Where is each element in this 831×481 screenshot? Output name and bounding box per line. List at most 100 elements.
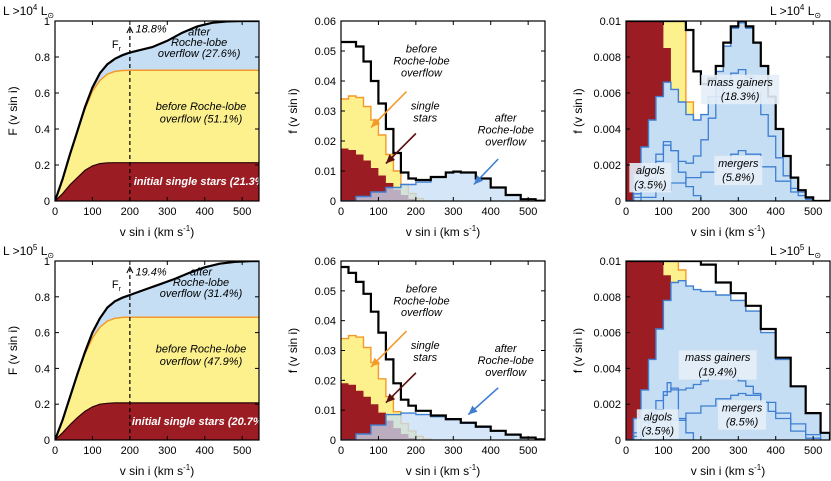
plot-area (341, 40, 545, 201)
y-tick-label: 0.002 (593, 399, 621, 411)
line-algols (626, 140, 702, 201)
x-tick-label: 0 (338, 445, 344, 457)
x-axis-label-tail: ) (190, 225, 194, 239)
annotation-label: mass gainers (707, 77, 773, 89)
area-single-stars (341, 383, 416, 440)
annotation-label: overflow (401, 68, 443, 80)
x-tick-label: 500 (519, 206, 537, 218)
line-initial-single-stars (55, 162, 259, 201)
x-tick-label: 500 (233, 445, 251, 457)
y-tick-label: 0.06 (315, 16, 336, 28)
x-tick-label: 100 (83, 445, 101, 457)
x-tick-label: 400 (482, 445, 500, 457)
annotation-label: Roche-lobe (393, 295, 449, 307)
y-tick-label: 0.01 (600, 16, 621, 28)
x-tick-label: 300 (444, 445, 462, 457)
luminosity-exp: 5 (800, 243, 805, 252)
line-total (341, 40, 545, 201)
plot-area (55, 21, 259, 201)
annotation-label: Roche-lobe (173, 277, 229, 289)
y-axis-label: F (v sin i) (6, 86, 20, 135)
y-tick-label: 0.004 (593, 124, 621, 136)
x-axis-label-tail: ) (190, 464, 194, 478)
marker-label: Fr (112, 39, 122, 53)
x-tick-label: 200 (121, 445, 139, 457)
y-tick-label: 0.2 (35, 160, 50, 172)
x-tick-label: 0 (623, 206, 629, 218)
y-tick-label: 0.05 (315, 46, 336, 58)
x-axis-label-exp: -1 (754, 224, 762, 233)
annotation-label: single (411, 101, 440, 113)
luminosity-tail: L (804, 244, 814, 258)
x-tick-label: 0 (52, 445, 58, 457)
luminosity-base: L >10 (770, 244, 800, 258)
annotation-label: Roche-lobe (478, 355, 534, 367)
area-initial-single-stars (55, 162, 259, 201)
x-tick-label: 200 (407, 445, 425, 457)
x-tick-label: 400 (196, 445, 214, 457)
annotation-label: initial single stars (20.7%) (132, 416, 267, 428)
annotation-label: single (411, 340, 440, 352)
annotation-label: overflow (47.9%) (160, 356, 243, 368)
annotation-label: Roche-lobe (478, 125, 534, 137)
solar-symbol: ⊙ (47, 11, 54, 20)
annotation-box (629, 163, 672, 193)
annotation-label: 18.8% (135, 24, 166, 36)
y-tick-label: 0 (330, 196, 336, 208)
annotation-label: overflow (401, 307, 443, 319)
y-axis-label: f (v sin i) (286, 328, 300, 373)
y-tick-label: 1 (44, 256, 50, 268)
annotation-label: 19.4% (135, 266, 166, 278)
y-tick-label: 0.01 (315, 405, 336, 417)
annotation-label: (5.8%) (722, 172, 755, 184)
annotation-label: before Roche-lobe (156, 101, 247, 113)
x-axis-label-tail: ) (476, 225, 480, 239)
y-axis-label: F (v sin i) (6, 326, 20, 375)
annotation-label: algols (643, 411, 672, 423)
annotation-label: Roche-lobe (171, 37, 227, 49)
annotation-label: overflow (485, 137, 527, 149)
y-tick-label: 0 (615, 435, 621, 447)
plot-frame (54, 260, 260, 441)
annotation-label: after (495, 113, 518, 125)
luminosity-tail: L (37, 244, 47, 258)
line-total (341, 265, 545, 440)
annotation-box (701, 74, 780, 105)
annotation-label: (18.3%) (721, 91, 760, 103)
x-axis-label-base: v sin i (km s (120, 225, 183, 239)
x-axis-label-exp: -1 (469, 224, 477, 233)
x-axis-label-base: v sin i (km s (120, 464, 183, 478)
annotation-label: mass gainers (685, 352, 751, 364)
annotation-label: stars (413, 113, 437, 125)
annotation-label: after (190, 266, 213, 278)
x-axis-label: v sin i (km s-1) (406, 463, 480, 478)
annotation-label: overflow (485, 367, 527, 379)
x-axis-label-exp: -1 (183, 463, 191, 472)
luminosity-label: L >104 L⊙ (3, 3, 54, 20)
luminosity-label: L >105 L⊙ (3, 243, 54, 260)
y-tick-label: 0 (615, 196, 621, 208)
annotation-label: (3.5%) (634, 179, 667, 191)
x-axis-label-tail: ) (476, 464, 480, 478)
area-after-roche-lobe (626, 22, 830, 201)
annotation-label: before (406, 283, 437, 295)
y-tick-label: 1 (44, 16, 50, 28)
annotation-label: after (495, 343, 518, 355)
y-tick-label: 0.006 (593, 328, 621, 340)
marker-arrowhead-top (126, 25, 134, 34)
area-single-stars (341, 148, 416, 201)
annotation-label: stars (413, 352, 437, 364)
x-axis-label-base: v sin i (km s (691, 464, 754, 478)
annotation-box (678, 350, 757, 380)
luminosity-tail: L (804, 4, 814, 18)
luminosity-tail: L (37, 4, 47, 18)
annotation-label: after (188, 26, 211, 38)
y-tick-label: 0 (44, 435, 50, 447)
y-tick-label: 0.006 (593, 88, 621, 100)
y-tick-label: 0.6 (35, 328, 50, 340)
x-tick-label: 0 (338, 206, 344, 218)
x-axis-label-base: v sin i (km s (691, 225, 754, 239)
marker-label-subscript: r (119, 46, 122, 53)
arrowhead-2 (468, 405, 478, 415)
annotation-label: overflow (27.6%) (158, 48, 241, 60)
